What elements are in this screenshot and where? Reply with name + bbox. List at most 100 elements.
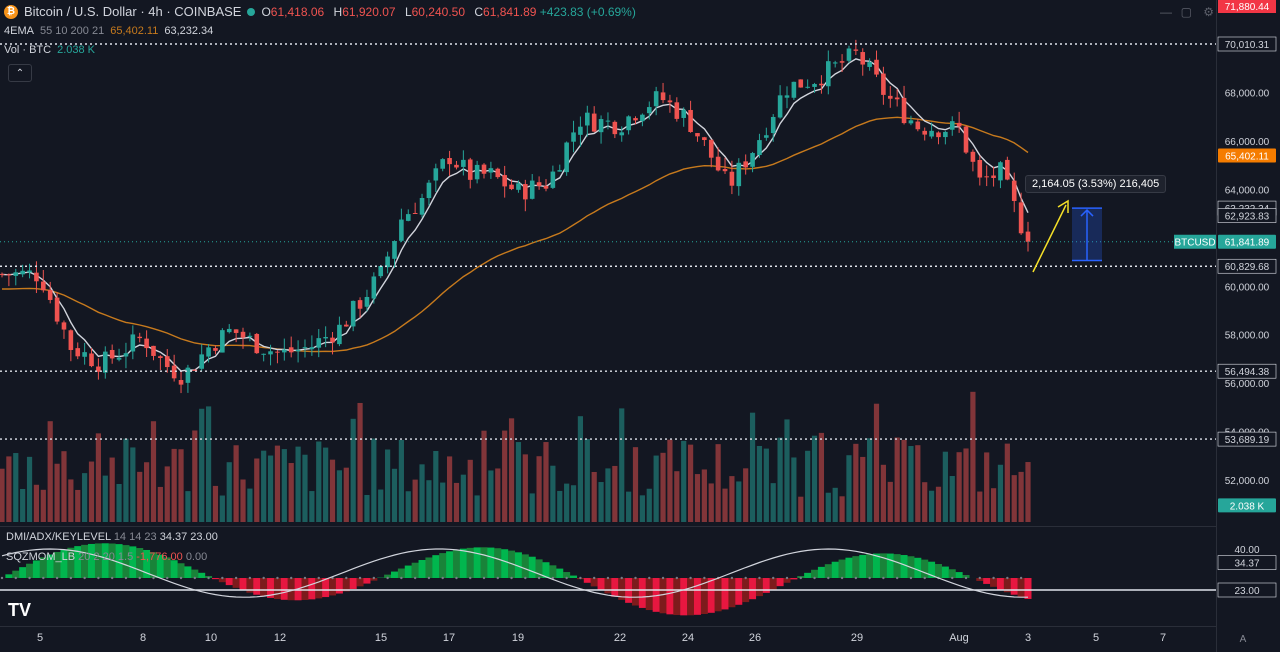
maximize-icon[interactable]: ▢ bbox=[1180, 5, 1192, 19]
price-axis-label: 58,000.00 bbox=[1225, 331, 1270, 342]
squeeze-bar bbox=[783, 578, 791, 583]
squeeze-dot bbox=[744, 576, 747, 580]
collapse-legend-button[interactable]: ⌃ bbox=[8, 64, 32, 82]
squeeze-bar bbox=[1024, 578, 1032, 599]
squeeze-bar bbox=[556, 568, 564, 578]
volume-bar bbox=[233, 445, 239, 522]
volume-bar bbox=[61, 451, 67, 522]
symbol-tag: BTCUSD bbox=[1174, 238, 1215, 249]
volume-bar bbox=[632, 447, 639, 522]
squeeze-bar bbox=[776, 578, 784, 587]
candle-body bbox=[681, 109, 687, 118]
change-value: +423.83 (+0.69%) bbox=[539, 4, 636, 19]
candle-body bbox=[474, 164, 480, 180]
candle-body bbox=[13, 272, 19, 276]
candle-body bbox=[426, 182, 432, 199]
squeeze-bar bbox=[769, 578, 777, 590]
squeeze-bar bbox=[962, 575, 970, 578]
price-axis-label: 53,689.19 bbox=[1225, 435, 1270, 446]
squeeze-bar bbox=[687, 578, 695, 616]
candle-body bbox=[164, 356, 170, 368]
candle-body bbox=[956, 122, 962, 127]
volume-bar bbox=[219, 495, 225, 522]
candle-body bbox=[61, 322, 67, 330]
price-axis-label: 60,829.68 bbox=[1225, 262, 1270, 273]
squeeze-bar bbox=[143, 549, 151, 578]
volume-bar bbox=[75, 489, 81, 522]
ind-tag-bg bbox=[1217, 555, 1277, 570]
squeeze-dot bbox=[138, 576, 141, 580]
candle-body bbox=[392, 241, 397, 259]
price-axis-label: 56,494.38 bbox=[1225, 367, 1270, 378]
volume-bar bbox=[309, 491, 315, 522]
time-axis-separator bbox=[0, 626, 1216, 627]
candle-body bbox=[27, 270, 32, 273]
volume-legend[interactable]: Vol · BTC 2.038 K bbox=[4, 44, 95, 56]
squeeze-dot bbox=[840, 576, 844, 580]
candle-body bbox=[509, 184, 514, 190]
candle-body bbox=[75, 348, 81, 357]
ema-legend[interactable]: 4EMA 55 10 200 21 65,402.11 63,232.34 bbox=[4, 25, 214, 37]
squeeze-dot bbox=[592, 576, 596, 580]
squeeze-dot bbox=[193, 576, 197, 580]
candle-body bbox=[288, 347, 294, 353]
squeeze-bar bbox=[473, 547, 481, 578]
squeeze-bar bbox=[397, 568, 405, 578]
volume-bar bbox=[508, 418, 515, 522]
candle-body bbox=[963, 126, 969, 153]
squeeze-bar bbox=[914, 557, 922, 578]
volume-bar bbox=[942, 451, 948, 522]
squeeze-bar bbox=[253, 578, 261, 595]
dmi-legend[interactable]: DMI/ADX/KEYLEVEL 14 14 23 34.37 23.00 bbox=[6, 531, 218, 543]
candle-body bbox=[96, 366, 101, 372]
settings-icon[interactable]: ⚙ bbox=[1203, 5, 1214, 19]
candle-body bbox=[447, 158, 452, 165]
auto-scale-button[interactable]: A bbox=[1239, 634, 1247, 645]
volume-bar bbox=[970, 391, 976, 522]
squeeze-dot bbox=[675, 576, 679, 580]
squeeze-bar bbox=[418, 559, 426, 578]
price-axis-label: 65,402.11 bbox=[1225, 152, 1269, 163]
candle-body bbox=[68, 330, 74, 350]
time-axis-label: 17 bbox=[443, 632, 455, 644]
price-axis-label: 61,841.89 bbox=[1225, 238, 1270, 249]
squeeze-bar bbox=[755, 578, 763, 597]
squeeze-bar bbox=[308, 578, 316, 600]
squeeze-bar bbox=[452, 549, 460, 578]
symbol-title[interactable]: Bitcoin / U.S. Dollar · 4h · COINBASE bbox=[24, 4, 242, 19]
volume-bar bbox=[88, 461, 95, 522]
squeeze-bar bbox=[329, 578, 337, 596]
squeeze-bar bbox=[480, 547, 488, 578]
volume-bar bbox=[433, 450, 439, 522]
price-axis-label: 56,000.00 bbox=[1225, 379, 1270, 390]
squeeze-dot bbox=[992, 576, 995, 580]
minimize-icon[interactable]: — bbox=[1160, 5, 1172, 19]
squeeze-bar bbox=[604, 578, 612, 594]
candle-body bbox=[419, 197, 425, 215]
candle-body bbox=[1011, 180, 1017, 201]
squeeze-dot bbox=[290, 576, 293, 580]
squeeze-dot bbox=[179, 576, 183, 580]
tradingview-logo-icon[interactable]: TV bbox=[8, 600, 32, 620]
candle-body bbox=[736, 162, 742, 187]
price-axis-label: 64,000.00 bbox=[1225, 185, 1270, 196]
sqzmom-legend[interactable]: SQZMOM_LB 20 2 20 1.5 -1,776.00 0.00 bbox=[6, 551, 208, 563]
volume-bar bbox=[887, 481, 893, 522]
squeeze-bar bbox=[273, 578, 281, 600]
volume-bar bbox=[13, 453, 19, 522]
squeeze-bar bbox=[342, 578, 350, 592]
volume-bar bbox=[102, 475, 108, 522]
candle-body bbox=[929, 130, 934, 137]
squeeze-dot bbox=[1006, 576, 1009, 580]
candle-body bbox=[350, 300, 356, 327]
candle-body bbox=[529, 180, 535, 199]
candle-body bbox=[832, 62, 838, 64]
volume-bar bbox=[1011, 475, 1017, 522]
volume-bar bbox=[137, 471, 143, 522]
volume-bar bbox=[295, 446, 301, 522]
volume-bar bbox=[873, 403, 880, 522]
volume-bar bbox=[150, 421, 157, 522]
time-axis-label: 19 bbox=[512, 632, 524, 644]
ema-slow-value: 65,402.11 bbox=[110, 25, 159, 37]
